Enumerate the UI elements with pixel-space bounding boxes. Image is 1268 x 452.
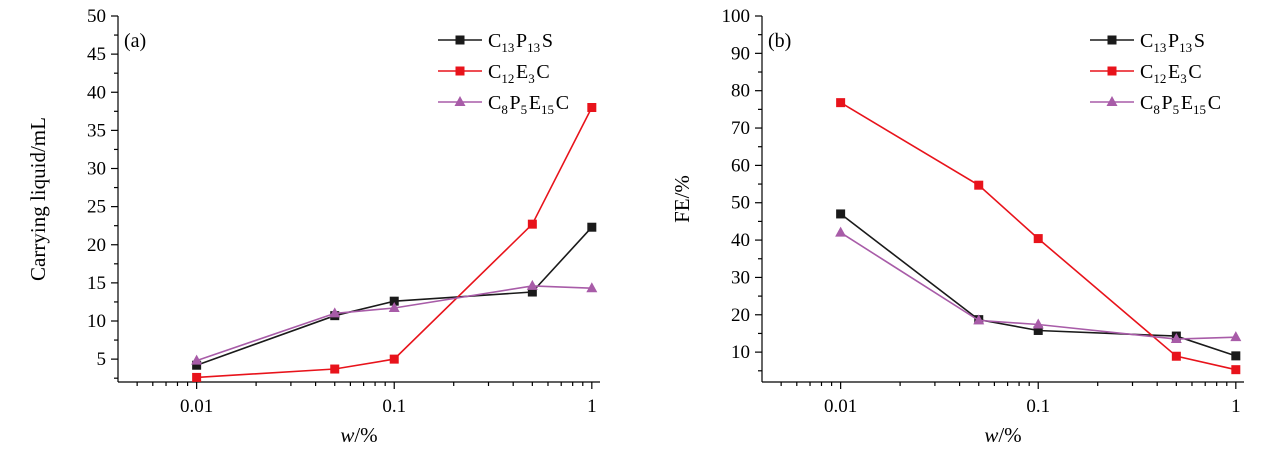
y-tick-label: 15: [87, 273, 106, 294]
legend-label: C13 P13 S: [488, 30, 553, 55]
series-line: [196, 107, 593, 379]
x-tick-label: 0.1: [1026, 396, 1050, 417]
data-point: [1033, 234, 1043, 244]
y-tick-label: 50: [87, 6, 106, 27]
data-point: [836, 98, 846, 108]
panel-label: (b): [768, 30, 791, 52]
y-tick-label: 90: [731, 43, 750, 64]
chart-panel-a: 5 10 15 20 25 30 35 40 45 50 0.01 0.1 1 w/% Carrying l…: [26, 6, 600, 447]
data-point: [1033, 325, 1043, 335]
panel-label: (a): [124, 30, 146, 52]
x-tick-label: 0.01: [180, 396, 213, 417]
legend-marker: [1107, 35, 1117, 45]
data-point: [389, 296, 399, 306]
y-axis-title: Carrying liquid/mL: [26, 117, 50, 281]
legend-marker: [1107, 66, 1117, 76]
data-point: [836, 209, 846, 219]
data-point: [1231, 351, 1241, 361]
y-tick-label: 60: [731, 155, 750, 176]
legend-marker: [455, 35, 465, 45]
y-tick-label: 40: [731, 230, 750, 251]
y-tick-label: 20: [87, 235, 106, 256]
y-tick-label: 70: [731, 118, 750, 139]
data-point: [527, 287, 537, 297]
data-point: [526, 279, 538, 290]
legend-marker: [455, 66, 465, 76]
legend-marker: [454, 96, 466, 106]
y-axis-title: FE/%: [670, 175, 694, 223]
data-point: [192, 372, 202, 382]
data-point: [973, 314, 985, 325]
x-tick-label: 1: [587, 396, 597, 417]
x-tick-label: 1: [1231, 396, 1241, 417]
y-tick-label: 80: [731, 81, 750, 102]
data-point: [389, 354, 399, 364]
y-tick-label: 45: [87, 44, 106, 65]
x-axis-title: w/%: [340, 423, 377, 447]
y-tick-label: 30: [87, 159, 106, 180]
y-tick-label: 20: [731, 305, 750, 326]
data-point: [586, 282, 598, 293]
data-point: [1230, 331, 1242, 342]
data-point: [974, 180, 984, 190]
data-point: [329, 307, 341, 318]
data-point: [1231, 365, 1241, 375]
data-point: [835, 226, 847, 237]
data-point: [1032, 318, 1044, 329]
y-tick-label: 10: [87, 311, 106, 332]
data-point: [192, 360, 202, 370]
y-tick-label: 25: [87, 197, 106, 218]
data-point: [191, 354, 203, 365]
data-point: [1170, 333, 1182, 344]
x-tick-label: 0.1: [382, 396, 406, 417]
y-tick-label: 35: [87, 120, 106, 141]
legend-label: C12 E3 C: [488, 61, 550, 86]
data-point: [527, 219, 537, 229]
data-point: [587, 222, 597, 232]
legend-label: C13 P13 S: [1140, 30, 1205, 55]
data-point: [1171, 351, 1181, 361]
data-point: [587, 103, 597, 112]
legend-label: C8 P5 E15 C: [488, 92, 569, 117]
y-tick-label: 10: [731, 342, 750, 363]
legend-label: C12 E3 C: [1140, 61, 1202, 86]
y-tick-label: 30: [731, 267, 750, 288]
data-point: [388, 302, 400, 313]
x-tick-label: 0.01: [824, 396, 857, 417]
chart-panel-b: 10 20 30 40 50 60 70 80 90 100 0.01 0.1 1 w/% FE/% (b) C…: [670, 6, 1244, 447]
y-tick-label: 50: [731, 193, 750, 214]
data-point: [330, 364, 340, 374]
y-tick-label: 40: [87, 82, 106, 103]
legend-label: C8 P5 E15 C: [1140, 92, 1221, 117]
y-tick-label: 100: [722, 6, 751, 27]
y-tick-label: 5: [97, 349, 107, 370]
legend-marker: [1106, 96, 1118, 106]
x-axis-title: w/%: [984, 423, 1021, 447]
